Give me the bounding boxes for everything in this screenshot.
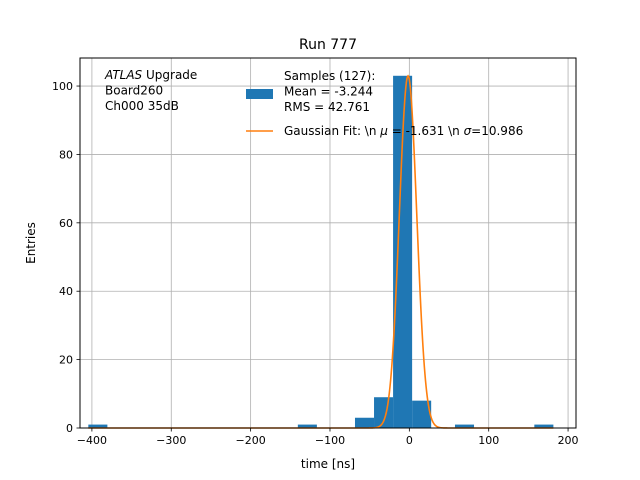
x-tick-label: −100	[315, 434, 345, 447]
y-tick-label: 40	[59, 285, 73, 298]
histogram-bars	[88, 75, 554, 428]
y-tick-label: 20	[59, 354, 73, 367]
legend-histogram-label: Mean = -3.244	[284, 85, 373, 99]
histogram-bar	[454, 424, 475, 428]
y-tick-label: 60	[59, 217, 73, 230]
annotation-line: Ch000 35dB	[105, 99, 179, 113]
x-tick-label: −400	[77, 434, 107, 447]
y-tick-label: 0	[66, 422, 73, 435]
histogram-bar	[297, 424, 317, 428]
x-tick-label: 200	[558, 434, 579, 447]
x-axis-ticks: −400 −300 −200 −100 0 100 200	[77, 428, 579, 447]
y-tick-label: 100	[52, 80, 73, 93]
histogram-bar	[412, 400, 432, 428]
legend-fit-label: Gaussian Fit: \n μ = -1.631 \n σ=10.986	[284, 124, 523, 138]
chart-title: Run 777	[299, 37, 357, 53]
annotation-line: ATLAS Upgrade	[104, 68, 197, 82]
y-tick-label: 80	[59, 148, 73, 161]
legend-histogram-swatch	[246, 89, 273, 99]
x-tick-label: 100	[478, 434, 499, 447]
annotation-line: Board260	[105, 84, 163, 98]
histogram-bar	[354, 417, 375, 428]
y-axis-label: Entries	[24, 222, 38, 264]
x-tick-label: 0	[406, 434, 413, 447]
plot-area	[80, 58, 576, 428]
x-tick-label: −300	[156, 434, 186, 447]
legend: Samples (127): Mean = -3.244 RMS = 42.76…	[246, 69, 523, 138]
x-axis-label: time [ns]	[301, 457, 355, 471]
legend-histogram-label: Samples (127):	[284, 69, 375, 83]
histogram-bar	[88, 424, 108, 428]
legend-histogram-label: RMS = 42.761	[284, 100, 370, 114]
histogram-bar	[374, 397, 394, 428]
y-axis-ticks: 0 20 40 60 80 100	[52, 80, 80, 435]
x-tick-label: −200	[236, 434, 266, 447]
histogram-bar	[393, 75, 413, 428]
axes-frame	[79, 57, 577, 429]
histogram-bar	[534, 424, 554, 428]
atlas-annotation: ATLAS Upgrade Board260 Ch000 35dB	[104, 68, 197, 113]
